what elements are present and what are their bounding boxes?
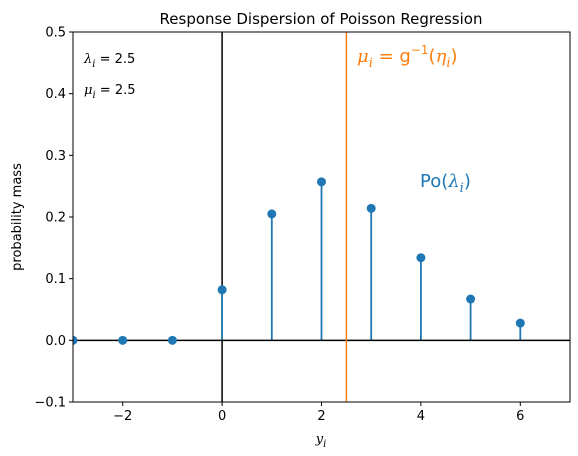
link-eq: = g — [373, 46, 411, 67]
x-tick-label: 4 — [417, 409, 425, 424]
stem-marker — [118, 335, 128, 345]
stem-marker — [217, 285, 227, 295]
stem-marker — [73, 335, 78, 345]
stem-marker — [366, 203, 376, 213]
x-axis-label: yi — [315, 432, 327, 450]
x-tick-label: −2 — [113, 409, 132, 424]
mu-symbol: μ — [84, 83, 92, 98]
stem-marker — [416, 253, 426, 263]
y-axis-label: probability mass — [10, 163, 25, 271]
link-mu: μ — [357, 46, 369, 67]
link-mu-sub: i — [369, 56, 373, 71]
dist-name: Po( — [420, 171, 448, 192]
stem-marker — [267, 209, 277, 219]
y-tick-label: 0.5 — [45, 26, 66, 41]
stem-marker — [515, 318, 525, 328]
lambda-symbol: λ — [83, 52, 92, 67]
lambda-eq: = 2.5 — [95, 52, 135, 67]
dist-lambda: λ — [447, 171, 459, 192]
y-tick-label: 0.2 — [45, 211, 66, 226]
link-eta-sub: i — [446, 56, 450, 71]
link-annotation: μi = g−1(ηi) — [357, 43, 458, 71]
mu-eq: = 2.5 — [96, 83, 136, 98]
x-axis-label-base: y — [315, 432, 324, 447]
link-sup: −1 — [411, 43, 429, 57]
x-tick-label: 6 — [516, 409, 524, 424]
link-paren-open: ( — [429, 46, 436, 67]
x-tick-label: 0 — [218, 409, 226, 424]
lambda-sub: i — [92, 59, 95, 70]
link-paren-close: ) — [451, 46, 458, 67]
x-tick-label: 2 — [317, 409, 325, 424]
link-eta: η — [436, 46, 447, 67]
distribution-annotation: Po(λi) — [420, 171, 471, 196]
y-tick-label: −0.1 — [34, 396, 66, 411]
dist-lambda-sub: i — [460, 181, 464, 196]
plot-inner — [73, 32, 570, 402]
y-tick-label: 0.4 — [45, 87, 66, 102]
x-axis-label-sub: i — [323, 439, 326, 450]
ticks: −2 0 2 4 6 −0.1 0.0 0.1 0.2 0.3 0.4 0.5 — [34, 26, 524, 425]
chart-title: Response Dispersion of Poisson Regressio… — [160, 10, 483, 28]
dist-close: ) — [464, 171, 471, 192]
y-tick-label: 0.0 — [45, 334, 66, 349]
stem-marker — [167, 335, 177, 345]
mu-sub: i — [92, 90, 95, 101]
mu-annotation: μi = 2.5 — [84, 83, 136, 101]
stem-marker — [317, 177, 326, 187]
y-tick-label: 0.1 — [45, 272, 66, 287]
y-tick-label: 0.3 — [45, 149, 66, 164]
plot-area — [73, 32, 570, 402]
stem-marker — [466, 294, 476, 304]
lambda-annotation: λi = 2.5 — [83, 52, 135, 70]
